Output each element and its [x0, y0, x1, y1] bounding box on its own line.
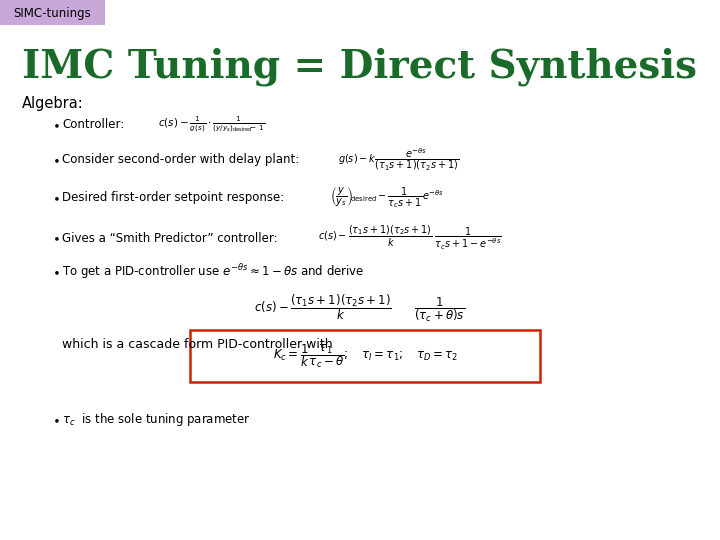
Text: Consider second-order with delay plant:: Consider second-order with delay plant:: [62, 153, 300, 166]
Text: which is a cascade form PID-controller with: which is a cascade form PID-controller w…: [62, 338, 333, 350]
Text: $\bullet$: $\bullet$: [52, 232, 60, 245]
Text: $\bullet$: $\bullet$: [52, 414, 60, 427]
Text: $\bullet$: $\bullet$: [52, 153, 60, 166]
Text: $\bullet$: $\bullet$: [52, 266, 60, 279]
FancyBboxPatch shape: [0, 0, 105, 25]
Text: Algebra:: Algebra:: [22, 96, 84, 111]
Text: $g(s) - k\dfrac{e^{-\theta s}}{(\tau_1 s+1)(\tau_2 s+1)}$: $g(s) - k\dfrac{e^{-\theta s}}{(\tau_1 s…: [338, 147, 459, 173]
FancyBboxPatch shape: [190, 330, 540, 382]
Text: SIMC-tunings: SIMC-tunings: [13, 6, 91, 19]
Text: $K_c = \dfrac{1}{k}\dfrac{\tau_1}{\tau_c - \theta};\quad\tau_I = \tau_1;\quad \t: $K_c = \dfrac{1}{k}\dfrac{\tau_1}{\tau_c…: [272, 342, 457, 370]
Text: Gives a “Smith Predictor” controller:: Gives a “Smith Predictor” controller:: [62, 232, 278, 245]
Text: Desired first-order setpoint response:: Desired first-order setpoint response:: [62, 192, 284, 205]
Text: $c(s) - \frac{1}{g(s)} \cdot \frac{1}{(y/y_s)_{\mathrm{desired}}\!\!\!-\;1}$: $c(s) - \frac{1}{g(s)} \cdot \frac{1}{(y…: [158, 115, 265, 135]
Text: $\bullet$: $\bullet$: [52, 192, 60, 205]
Text: $\tau_c$  is the sole tuning parameter: $\tau_c$ is the sole tuning parameter: [62, 411, 251, 429]
Text: $\bullet$: $\bullet$: [52, 118, 60, 132]
Text: IMC Tuning = Direct Synthesis: IMC Tuning = Direct Synthesis: [22, 48, 697, 86]
Text: $c(s) - \dfrac{(\tau_1 s+1)(\tau_2 s+1)}{k}\;\dfrac{1}{\tau_c s+1-e^{-\theta s}}: $c(s) - \dfrac{(\tau_1 s+1)(\tau_2 s+1)}…: [318, 224, 502, 252]
Text: $\left(\dfrac{y}{y_s}\right)_{\!\!\mathrm{desired}} - \dfrac{1}{\tau_c s+1}e^{-\: $\left(\dfrac{y}{y_s}\right)_{\!\!\mathr…: [330, 186, 444, 211]
Text: Controller:: Controller:: [62, 118, 125, 132]
Text: $c(s) - \dfrac{(\tau_1 s+1)(\tau_2 s+1)}{k} \qquad \dfrac{1}{(\tau_c+\theta)s}$: $c(s) - \dfrac{(\tau_1 s+1)(\tau_2 s+1)}…: [254, 292, 466, 324]
Text: To get a PID-controller use $e^{-\theta s} \approx 1 - \theta s$ and derive: To get a PID-controller use $e^{-\theta …: [62, 262, 364, 282]
